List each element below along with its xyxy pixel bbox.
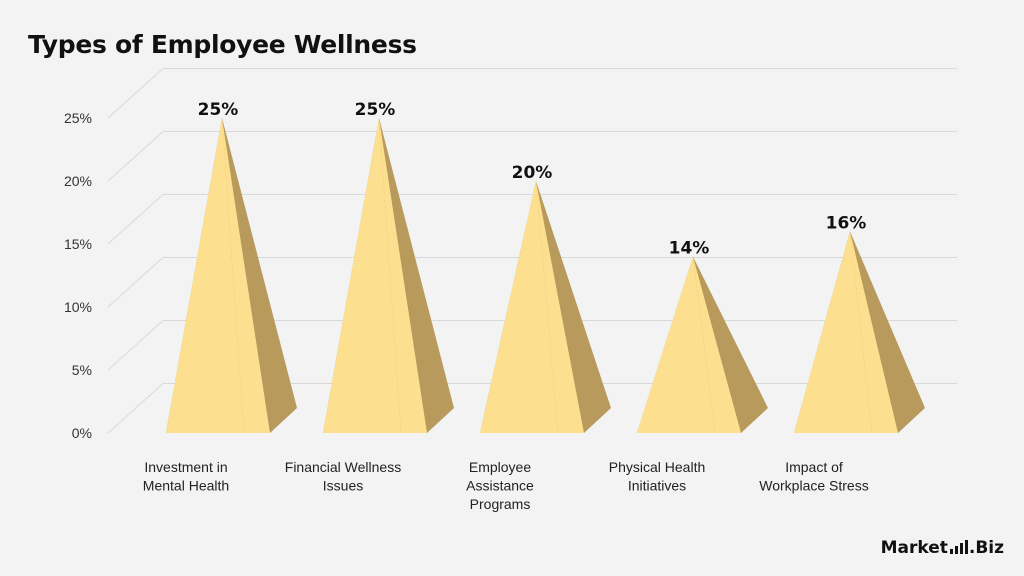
x-tick-label-line: Issues — [323, 478, 363, 494]
pyramid-front-face-right — [222, 118, 270, 433]
brand-logo: Market .Biz — [881, 538, 1004, 558]
x-tick-label: Impact of Workplace Stress — [759, 459, 868, 494]
x-tick-label: Physical Health Initiatives — [609, 459, 706, 494]
data-label: 20% — [512, 163, 553, 183]
pyramid-bar: 14% — [637, 239, 768, 433]
x-tick-label-line: Investment in — [144, 459, 227, 475]
data-label: 16% — [826, 213, 867, 233]
data-label: 25% — [355, 100, 396, 120]
chart-title: Types of Employee Wellness — [28, 30, 417, 59]
y-tick-label: 5% — [72, 362, 92, 378]
pyramid-front-face — [794, 231, 872, 433]
gridline-diagonal — [107, 383, 164, 434]
x-tick-label-line: Employee — [469, 459, 531, 475]
y-tick-label: 25% — [64, 110, 92, 126]
data-label: 14% — [669, 239, 710, 259]
gridline-diagonal — [107, 320, 164, 371]
brand-name-b: .Biz — [968, 538, 1004, 558]
pyramid-front-face-right — [850, 231, 898, 433]
x-tick-label: Financial Wellness Issues — [285, 459, 401, 494]
x-tick-label-line: Initiatives — [628, 478, 686, 494]
x-axis: Investment in Mental Health Financial Well… — [143, 459, 869, 512]
x-tick-label-line: Physical Health — [609, 459, 706, 475]
pyramid-front-face — [166, 118, 244, 433]
x-tick-label-line: Impact of — [785, 459, 843, 475]
x-tick-label-line: Assistance — [466, 478, 534, 494]
pyramid-front-face-right — [693, 256, 741, 433]
y-tick-label: 0% — [72, 425, 92, 441]
brand-name-a: Market — [880, 538, 948, 558]
gridline-diagonal — [107, 194, 164, 245]
gridline-diagonal — [107, 131, 164, 182]
pyramid-bar: 25% — [166, 100, 297, 433]
pyramid-front-face — [323, 118, 401, 433]
x-tick-label: Investment in Mental Health — [143, 459, 229, 494]
data-label: 25% — [198, 100, 239, 120]
x-tick-label: Employee Assistance Programs — [466, 459, 534, 512]
y-tick-label: 15% — [64, 236, 92, 252]
x-tick-label-line: Mental Health — [143, 478, 229, 494]
pyramid-bar: 20% — [480, 163, 611, 433]
brand-bars-icon — [949, 540, 968, 554]
y-tick-label: 20% — [64, 173, 92, 189]
y-axis: 0% 5% 10% 15% 20% 25% — [64, 110, 92, 441]
gridline-diagonal — [107, 68, 164, 119]
x-tick-label-line: Workplace Stress — [759, 478, 868, 494]
pyramid-bar: 25% — [323, 100, 454, 433]
pyramid-front-face — [637, 256, 715, 433]
pyramid-front-face-right — [536, 181, 584, 433]
x-tick-label-line: Programs — [470, 496, 531, 512]
x-tick-label-line: Financial Wellness — [285, 459, 401, 475]
pyramid-series: 25% 25% 20% 14% 16% — [166, 100, 925, 433]
pyramid-front-face-right — [379, 118, 427, 433]
gridline-diagonal — [107, 257, 164, 308]
pyramid-front-face — [480, 181, 558, 433]
y-tick-label: 10% — [64, 299, 92, 315]
pyramid-bar: 16% — [794, 213, 925, 433]
